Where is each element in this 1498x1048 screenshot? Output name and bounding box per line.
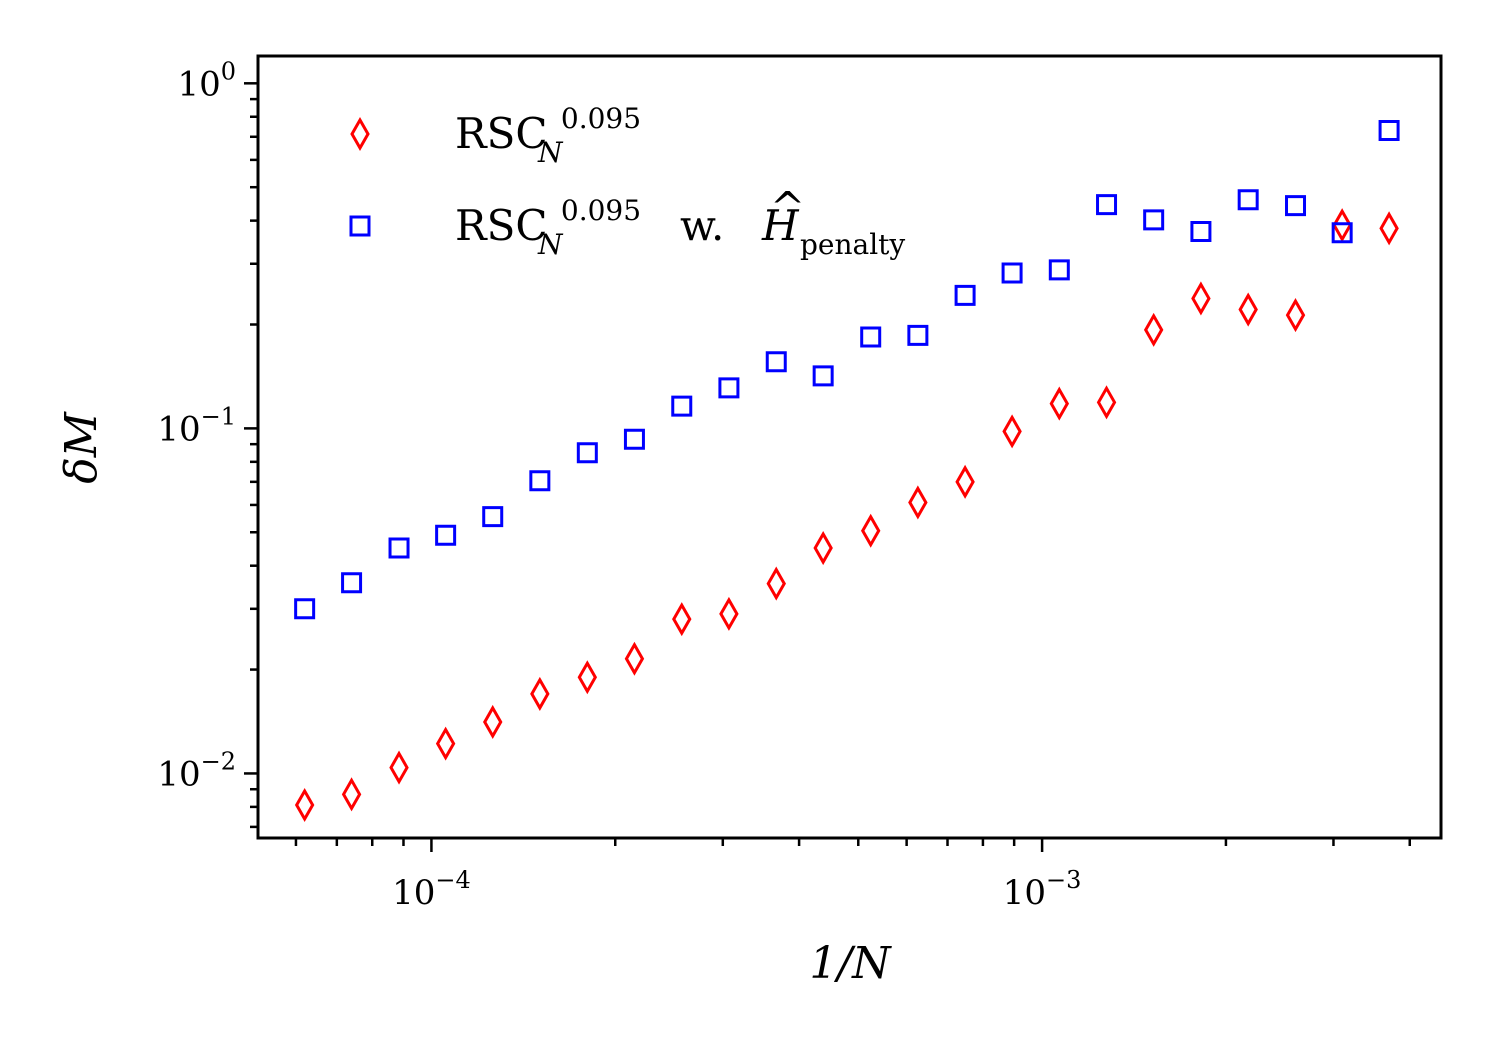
legend-label-rsc-sup: 0.095: [561, 102, 641, 135]
rsc-point: [389, 750, 409, 785]
legend-entry-rsc-penalty: RSC 0.095 N w. H penalty ^: [349, 181, 905, 264]
legend-label-penalty-hat-sub: penalty: [800, 228, 905, 261]
hat-accent: ^: [770, 183, 805, 232]
rsc-point: [813, 531, 833, 566]
rsc-penalty-point: [1331, 222, 1353, 244]
rsc-point: [672, 602, 692, 637]
rsc-penalty-point: [623, 428, 645, 450]
rsc-point: [766, 566, 786, 601]
y-tick-label: 100: [177, 57, 236, 104]
legend-label-penalty-hat: H: [761, 201, 800, 250]
legend-square-marker: [349, 215, 371, 237]
rsc-penalty-point: [576, 442, 598, 464]
rsc-point: [1096, 385, 1117, 420]
rsc-penalty-point: [341, 572, 363, 594]
rsc-penalty-point: [765, 351, 787, 373]
rsc-point: [1285, 298, 1306, 333]
y-tick-label: 10−2: [157, 747, 236, 794]
rsc-penalty-point: [435, 524, 457, 546]
rsc-penalty-point: [1190, 221, 1212, 243]
rsc-point: [482, 704, 503, 739]
axis-ticks: 10−4 10−3 100 10−1 10−2: [157, 57, 1412, 913]
rsc-penalty-point: [954, 284, 976, 306]
rsc-point: [860, 513, 881, 548]
rsc-penalty-point: [812, 365, 834, 387]
rsc-point: [1143, 312, 1164, 347]
rsc-penalty-point: [294, 598, 316, 620]
rsc-point: [624, 641, 645, 676]
rsc-point: [955, 464, 975, 499]
legend-label-penalty-sub: N: [537, 228, 564, 261]
legend-label-rsc-sub: N: [537, 136, 564, 169]
legend-label-rsc: RSC 0.095 N: [455, 89, 654, 169]
rsc-point: [294, 787, 315, 823]
rsc-penalty-point: [388, 537, 410, 559]
rsc-penalty-point: [1001, 262, 1023, 284]
rsc-penalty-point: [1237, 189, 1259, 211]
rsc-point: [341, 777, 362, 812]
rsc-point: [908, 485, 928, 520]
rsc-point: [530, 676, 550, 711]
rsc-point: [1049, 386, 1070, 421]
legend-label-rsc-base: RSC: [455, 109, 548, 158]
rsc-penalty-point: [1143, 209, 1165, 231]
legend-entry-rsc: RSC 0.095 N: [350, 89, 654, 169]
legend-label-penalty-suffix: w.: [680, 201, 724, 250]
rsc-penalty-point: [529, 470, 551, 492]
y-tick-label: 10−1: [157, 402, 236, 449]
x-axis-label: 1/N: [809, 938, 892, 989]
rsc-point: [1379, 211, 1399, 246]
rsc-penalty-point: [718, 377, 740, 399]
rsc-point: [719, 596, 739, 631]
legend-label-penalty-base: RSC: [455, 201, 548, 250]
rsc-penalty-point: [671, 395, 693, 417]
x-tick-label: 10−3: [1003, 866, 1082, 913]
rsc-point: [435, 726, 456, 761]
rsc-penalty-point: [1048, 259, 1070, 281]
rsc-point: [1002, 414, 1022, 449]
rsc-point: [1191, 281, 1211, 316]
rsc-penalty-point: [907, 324, 929, 346]
legend-label-penalty-sup: 0.095: [561, 194, 641, 227]
rsc-penalty-point: [482, 506, 504, 528]
rsc-penalty-point: [1285, 195, 1307, 217]
rsc-penalty-point: [1096, 194, 1118, 216]
rsc-penalty-point: [1378, 119, 1400, 141]
rsc-point: [1332, 208, 1352, 243]
legend-label-rsc-penalty: RSC 0.095 N w. H penalty: [455, 181, 905, 264]
y-axis-label: δM: [56, 411, 107, 483]
rsc-penalty-point: [860, 326, 882, 348]
data-markers: [294, 119, 1400, 823]
legend-diamond-marker: [350, 116, 370, 152]
rsc-point: [577, 660, 598, 695]
legend: RSC 0.095 N RSC 0.095 N w. H penalty ^: [349, 89, 905, 264]
plot-area: [256, 54, 1443, 840]
rsc-point: [1238, 292, 1258, 327]
x-tick-label: 10−4: [392, 866, 471, 913]
